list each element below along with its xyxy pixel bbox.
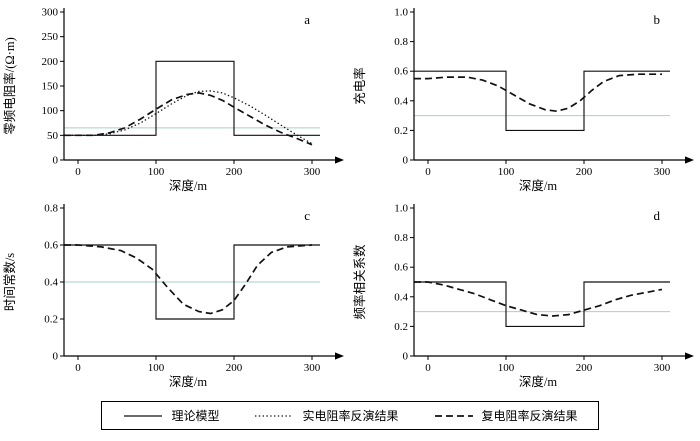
panel-label: a — [304, 12, 310, 27]
y-tick-label: 1.0 — [394, 203, 408, 215]
series-dashed — [414, 281, 663, 317]
series-dashed — [64, 244, 313, 315]
x-tick-label: 200 — [226, 166, 243, 178]
x-tick-label: 200 — [576, 362, 593, 374]
series-dotted — [64, 90, 313, 145]
dashed-line-sample-icon — [434, 414, 473, 417]
x-tick-label: 300 — [304, 362, 321, 374]
legend-item-real-resistivity: 实电阻率反演结果 — [253, 407, 399, 424]
legend-label: 实电阻率反演结果 — [302, 409, 399, 423]
legend-item-complex-resistivity: 复电阻率反演结果 — [433, 407, 578, 424]
y-tick-label: 50 — [47, 130, 59, 142]
x-axis-label: 深度/m — [519, 178, 557, 193]
subplot-a-canvas: 0 100 200 300 0 50 100 150 200 250 300 深度/m 零频电阻率/(Ω… — [2, 7, 344, 193]
x-axis-arrow-icon — [335, 352, 344, 360]
y-axis-label: 时间常数/s — [2, 253, 17, 311]
y-tick-label: 250 — [42, 31, 59, 43]
y-tick-label: 0 — [403, 351, 409, 363]
y-tick-label: 0.2 — [394, 321, 408, 333]
y-tick-label: 0.8 — [44, 203, 58, 215]
subplot-grid: 0 100 200 300 0 50 100 150 200 250 300 深度/m 零频电阻率/(Ω… — [0, 0, 700, 392]
x-axis-label: 深度/m — [519, 374, 557, 389]
y-tick-label: 0 — [53, 155, 59, 167]
x-tick-label: 0 — [425, 362, 431, 374]
x-tick-label: 0 — [425, 166, 431, 178]
subplot-d: 0 100 200 300 0 0.2 0.4 0.6 0.8 1.0 深度/m 频率相关系数 d — [350, 196, 700, 392]
y-tick-label: 150 — [42, 81, 59, 93]
y-tick-label: 0.2 — [44, 314, 58, 326]
legend-row: 理论模型 实电阻率反演结果 复电阻率反演结果 — [0, 401, 700, 430]
legend-label: 复电阻率反演结果 — [481, 409, 578, 423]
panel-label: d — [654, 208, 661, 223]
x-tick-label: 0 — [75, 362, 81, 374]
legend-label: 理论模型 — [171, 409, 220, 423]
panel-label: c — [304, 208, 310, 223]
subplot-c: 0 100 200 300 0 0.2 0.4 0.6 0.8 深度/m 时间常数/s c — [0, 196, 350, 392]
y-tick-label: 0 — [403, 155, 409, 167]
y-tick-label: 0.8 — [394, 232, 408, 244]
series-solid — [414, 70, 670, 131]
x-tick-label: 100 — [498, 362, 515, 374]
x-tick-label: 100 — [148, 362, 165, 374]
y-tick-label: 0.6 — [44, 240, 58, 252]
y-tick-label: 200 — [42, 56, 59, 68]
legend-item-model: 理论模型 — [122, 407, 219, 424]
y-axis-label: 零频电阻率/(Ω·m) — [2, 37, 17, 134]
series-solid — [64, 60, 320, 136]
x-axis-arrow-icon — [335, 156, 344, 164]
y-tick-label: 300 — [42, 7, 59, 19]
x-tick-label: 300 — [654, 362, 671, 374]
series-dashed — [64, 92, 313, 146]
series-solid — [64, 244, 320, 320]
x-tick-label: 100 — [498, 166, 515, 178]
subplot-a: 0 100 200 300 0 50 100 150 200 250 300 深度/m 零频电阻率/(Ω… — [0, 0, 350, 196]
y-tick-label: 0.8 — [394, 36, 408, 48]
x-tick-label: 200 — [576, 166, 593, 178]
y-tick-label: 0 — [53, 351, 59, 363]
y-tick-label: 0.4 — [394, 291, 408, 303]
y-tick-label: 0.6 — [394, 262, 408, 274]
y-tick-label: 0.4 — [44, 277, 58, 289]
subplot-d-canvas: 0 100 200 300 0 0.2 0.4 0.6 0.8 1.0 深度/m 频率相关系数 d — [352, 203, 694, 389]
y-axis-label: 充电率 — [352, 67, 367, 105]
subplot-c-canvas: 0 100 200 300 0 0.2 0.4 0.6 0.8 深度/m 时间常数/s c — [2, 203, 344, 389]
dotted-line-sample-icon — [255, 414, 294, 417]
x-tick-label: 300 — [304, 166, 321, 178]
x-axis-label: 深度/m — [169, 374, 207, 389]
x-tick-label: 200 — [226, 362, 243, 374]
x-tick-label: 100 — [148, 166, 165, 178]
x-axis-arrow-icon — [685, 352, 694, 360]
y-axis-label: 频率相关系数 — [352, 244, 367, 320]
series-dashed — [414, 73, 662, 113]
subplot-b-canvas: 0 100 200 300 0 0.2 0.4 0.6 0.8 1.0 深度/m 充电率 b — [352, 7, 694, 193]
x-axis-label: 深度/m — [169, 178, 207, 193]
y-tick-label: 0.4 — [394, 95, 408, 107]
panel-label: b — [654, 12, 661, 27]
y-tick-label: 1.0 — [394, 7, 408, 19]
y-tick-label: 0.2 — [394, 125, 408, 137]
x-axis-arrow-icon — [685, 156, 694, 164]
subplot-b: 0 100 200 300 0 0.2 0.4 0.6 0.8 1.0 深度/m 充电率 b — [350, 0, 700, 196]
solid-line-sample-icon — [124, 414, 163, 417]
x-tick-label: 300 — [654, 166, 671, 178]
x-tick-label: 0 — [75, 166, 81, 178]
y-tick-label: 0.6 — [394, 66, 408, 78]
legend: 理论模型 实电阻率反演结果 复电阻率反演结果 — [101, 401, 599, 430]
series-solid — [414, 281, 670, 327]
y-tick-label: 100 — [42, 105, 59, 117]
